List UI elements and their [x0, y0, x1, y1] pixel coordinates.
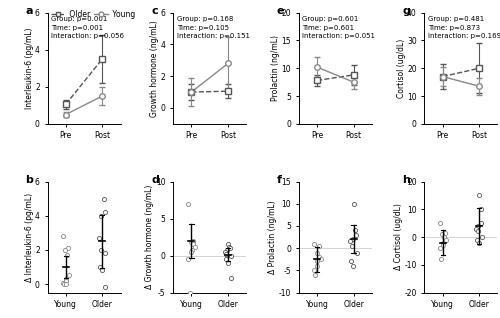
Text: d: d [151, 175, 159, 185]
Text: Group: p=0.481
Time: p=0.873
Interaction: p=0.169: Group: p=0.481 Time: p=0.873 Interaction… [428, 16, 500, 39]
Point [222, 252, 230, 257]
Point [62, 276, 70, 281]
Text: a: a [26, 6, 33, 16]
Y-axis label: Δ Growth hormone (ng/mL): Δ Growth hormone (ng/mL) [146, 185, 154, 289]
Point [474, 229, 482, 234]
Point [96, 264, 104, 269]
Text: Group: p=0.601
Time: p=0.601
Interaction: p=0.051: Group: p=0.601 Time: p=0.601 Interaction… [302, 16, 376, 39]
Y-axis label: Δ Prolactin (ng/mL): Δ Prolactin (ng/mL) [268, 200, 278, 274]
Point [474, 223, 482, 228]
Point [349, 263, 357, 268]
Point [100, 196, 108, 201]
Point [478, 221, 486, 226]
Point [475, 193, 483, 198]
Y-axis label: Interleukin-6 (pg/mL): Interleukin-6 (pg/mL) [24, 27, 34, 109]
Point [473, 237, 481, 242]
Point [350, 201, 358, 206]
Point [439, 240, 447, 245]
Point [314, 259, 322, 264]
Text: b: b [26, 175, 34, 185]
Point [62, 279, 70, 284]
Point [221, 249, 229, 254]
Y-axis label: Growth hormone (ng/mL): Growth hormone (ng/mL) [150, 20, 159, 117]
Point [315, 243, 323, 248]
Point [96, 247, 104, 252]
Point [102, 251, 110, 256]
Point [476, 207, 484, 212]
Point [438, 243, 446, 248]
Text: Group: p=0.001
Time: p=0.001
Interaction: p=0.056: Group: p=0.001 Time: p=0.001 Interaction… [51, 16, 124, 39]
Text: c: c [151, 6, 158, 16]
Text: h: h [402, 175, 410, 185]
Text: Group: p=0.168
Time: p=0.105
Interaction: p=0.151: Group: p=0.168 Time: p=0.105 Interaction… [177, 16, 250, 39]
Point [438, 232, 446, 237]
Text: g: g [402, 6, 410, 16]
Point [60, 281, 68, 287]
Point [441, 230, 449, 235]
Point [95, 235, 103, 240]
Y-axis label: Cortisol (ug/dL): Cortisol (ug/dL) [396, 38, 406, 98]
Point [64, 245, 72, 251]
Point [224, 242, 232, 247]
Y-axis label: Δ Cortisol (ug/dL): Δ Cortisol (ug/dL) [394, 204, 403, 271]
Point [188, 249, 196, 254]
Point [346, 239, 354, 244]
Point [188, 247, 196, 252]
Point [58, 234, 66, 239]
Point [437, 257, 445, 262]
Point [314, 254, 322, 259]
Point [224, 260, 232, 266]
Point [351, 228, 359, 233]
Legend:  Older,  Young: Older, Young [52, 10, 136, 19]
Point [478, 234, 486, 239]
Text: f: f [277, 175, 282, 185]
Point [348, 259, 356, 264]
Y-axis label: Prolactin (ng/mL): Prolactin (ng/mL) [271, 35, 280, 101]
Point [440, 234, 448, 239]
Point [316, 257, 324, 262]
Point [223, 247, 231, 252]
Point [191, 244, 199, 249]
Point [227, 275, 235, 280]
Point [312, 250, 320, 255]
Point [98, 213, 106, 218]
Point [312, 272, 320, 277]
Text: e: e [277, 6, 284, 16]
Point [348, 237, 356, 242]
Point [102, 285, 110, 290]
Point [66, 273, 74, 278]
Point [184, 257, 192, 262]
Point [348, 243, 356, 248]
Y-axis label: Δ Interleukin-6 (pg/mL): Δ Interleukin-6 (pg/mL) [24, 192, 34, 282]
Point [222, 257, 230, 262]
Point [352, 232, 360, 237]
Point [184, 201, 192, 206]
Point [62, 247, 70, 252]
Point [313, 263, 321, 268]
Point [98, 268, 106, 273]
Point [62, 281, 70, 287]
Point [187, 240, 195, 245]
Point [100, 210, 108, 215]
Point [436, 245, 444, 251]
Point [58, 280, 66, 286]
Point [310, 268, 318, 273]
Point [186, 290, 194, 295]
Point [475, 240, 483, 245]
Point [472, 226, 480, 231]
Point [225, 244, 233, 249]
Point [310, 241, 318, 246]
Point [190, 238, 198, 243]
Point [352, 250, 360, 255]
Point [436, 221, 444, 226]
Point [226, 245, 234, 251]
Point [227, 253, 235, 258]
Point [442, 237, 450, 242]
Point [64, 252, 72, 258]
Point [189, 242, 197, 247]
